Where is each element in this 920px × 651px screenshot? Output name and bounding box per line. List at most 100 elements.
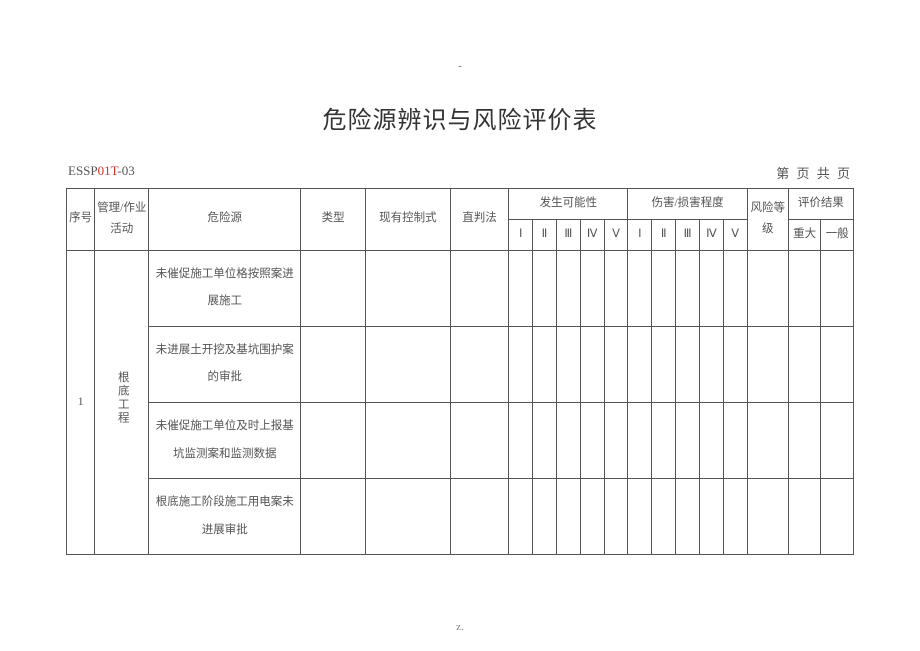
cell-hazard: 未催促施工单位及时上报基坑监测案和监测数据 [149,403,301,479]
cell-empty [366,479,451,555]
cell-empty [366,250,451,326]
cell-empty [580,403,604,479]
prob-1: Ⅰ [509,219,533,250]
cell-empty [509,403,533,479]
cell-empty [301,403,366,479]
cell-empty [723,479,747,555]
cell-activity: 根底工程 [95,250,149,555]
table-row: 根底施工阶段施工用电案未进展审批 [67,479,854,555]
cell-empty [723,403,747,479]
cell-empty [676,326,700,402]
risk-table: 序号 管理/作业活动 危险源 类型 现有控制式 直判法 发生可能性 伤害/损害程… [66,188,854,555]
cell-empty [676,250,700,326]
cell-hazard: 根底施工阶段施工用电案未进展审批 [149,479,301,555]
col-hazard: 危险源 [149,189,301,251]
cell-empty [723,250,747,326]
cell-empty [699,479,723,555]
cell-empty [509,250,533,326]
cell-empty [301,250,366,326]
cell-empty [699,326,723,402]
cell-empty [556,326,580,402]
page-indicator: 第 页 共 页 [776,163,852,182]
cell-empty [450,326,509,402]
sev-1: Ⅰ [628,219,652,250]
cell-empty [747,326,788,402]
prob-4: Ⅳ [580,219,604,250]
col-severity: 伤害/损害程度 [628,189,747,220]
sev-4: Ⅳ [699,219,723,250]
cell-empty [580,326,604,402]
footer-mark: z. [0,621,920,633]
cell-empty [580,250,604,326]
cell-empty [676,403,700,479]
cell-empty [556,403,580,479]
cell-empty [450,403,509,479]
cell-empty [628,403,652,479]
prob-3: Ⅲ [556,219,580,250]
cell-empty [509,326,533,402]
cell-empty [533,250,557,326]
top-dash: - [66,60,854,72]
result-normal: 一般 [821,219,854,250]
cell-empty [652,403,676,479]
cell-empty [699,250,723,326]
cell-empty [723,326,747,402]
table-header: 序号 管理/作业活动 危险源 类型 现有控制式 直判法 发生可能性 伤害/损害程… [67,189,854,251]
cell-empty [747,403,788,479]
cell-empty [652,250,676,326]
cell-empty [821,326,854,402]
cell-empty [580,479,604,555]
col-direct: 直判法 [450,189,509,251]
cell-empty [628,479,652,555]
cell-empty [747,250,788,326]
cell-empty [604,250,628,326]
table-row: 未进展土开挖及基坑围护案的审批 [67,326,854,402]
cell-empty [556,479,580,555]
cell-empty [652,479,676,555]
cell-empty [788,479,821,555]
result-major: 重大 [788,219,821,250]
cell-empty [747,479,788,555]
cell-empty [821,479,854,555]
cell-empty [533,326,557,402]
col-risk-level: 风险等级 [747,189,788,251]
col-activity: 管理/作业活动 [95,189,149,251]
cell-empty [788,250,821,326]
cell-empty [366,403,451,479]
meta-row: ESSP01T-03 第 页 共 页 [66,163,854,182]
cell-seq: 1 [67,250,95,555]
prob-5: Ⅴ [604,219,628,250]
cell-empty [366,326,451,402]
col-seq: 序号 [67,189,95,251]
cell-empty [821,403,854,479]
col-control: 现有控制式 [366,189,451,251]
col-probability: 发生可能性 [509,189,628,220]
cell-empty [788,326,821,402]
cell-empty [628,326,652,402]
table-row: 未催促施工单位及时上报基坑监测案和监测数据 [67,403,854,479]
document-code: ESSP01T-03 [68,163,135,182]
cell-empty [652,326,676,402]
cell-empty [604,403,628,479]
cell-empty [301,479,366,555]
cell-empty [604,479,628,555]
cell-empty [676,479,700,555]
col-type: 类型 [301,189,366,251]
cell-empty [450,479,509,555]
cell-empty [556,250,580,326]
col-result: 评价结果 [788,189,853,220]
cell-empty [604,326,628,402]
sev-2: Ⅱ [652,219,676,250]
cell-empty [533,479,557,555]
cell-empty [788,403,821,479]
sev-3: Ⅲ [676,219,700,250]
cell-empty [301,326,366,402]
cell-empty [509,479,533,555]
cell-empty [628,250,652,326]
cell-empty [533,403,557,479]
cell-empty [450,250,509,326]
document-page: - 危险源辨识与风险评价表 ESSP01T-03 第 页 共 页 序号 管理/作… [0,0,920,555]
sev-5: Ⅴ [723,219,747,250]
table-row: 1 根底工程 未催促施工单位格按照案进展施工 [67,250,854,326]
prob-2: Ⅱ [533,219,557,250]
